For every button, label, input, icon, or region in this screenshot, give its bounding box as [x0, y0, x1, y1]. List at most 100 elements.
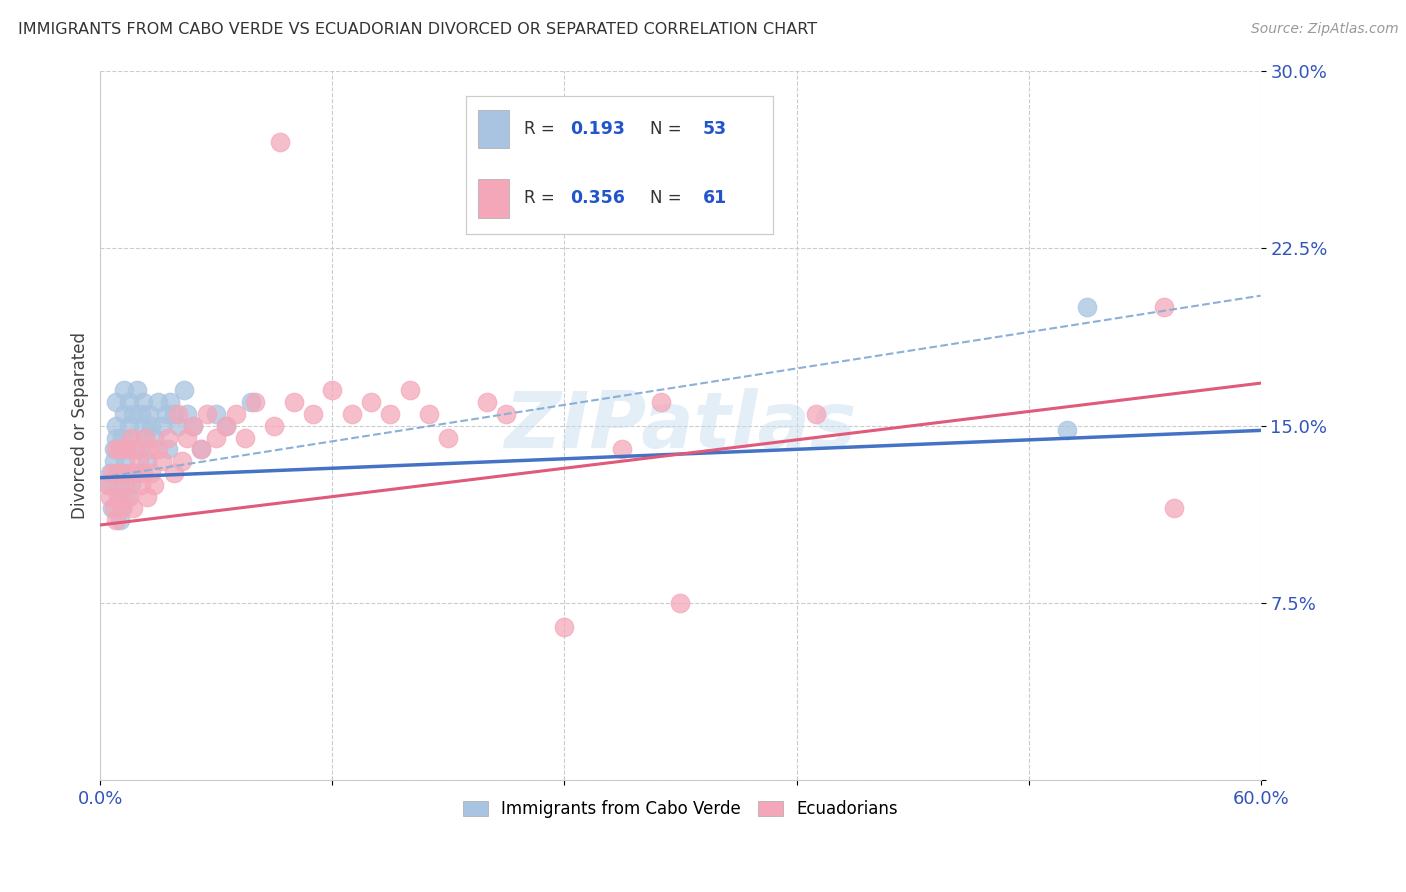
Point — [190, 442, 212, 457]
Text: ZIPatlas: ZIPatlas — [505, 388, 856, 464]
Point — [129, 407, 152, 421]
Point — [117, 490, 139, 504]
Point — [157, 430, 180, 444]
Point — [103, 501, 125, 516]
Point — [108, 477, 131, 491]
Text: IMMIGRANTS FROM CABO VERDE VS ECUADORIAN DIVORCED OR SEPARATED CORRELATION CHART: IMMIGRANTS FROM CABO VERDE VS ECUADORIAN… — [18, 22, 817, 37]
Point — [166, 418, 188, 433]
Point — [1153, 301, 1175, 315]
Point — [138, 442, 160, 457]
Point — [669, 596, 692, 610]
Point — [181, 418, 204, 433]
Y-axis label: Divorced or Separated: Divorced or Separated — [72, 332, 89, 519]
Point — [112, 383, 135, 397]
Point — [112, 466, 135, 480]
Text: Source: ZipAtlas.com: Source: ZipAtlas.com — [1251, 22, 1399, 37]
Point — [269, 135, 291, 149]
Point — [120, 466, 142, 480]
Point — [132, 418, 155, 433]
Point — [108, 513, 131, 527]
Point — [118, 490, 141, 504]
Point — [148, 442, 170, 457]
Point — [235, 430, 257, 444]
Point — [215, 418, 238, 433]
Point — [215, 418, 238, 433]
Point — [104, 395, 127, 409]
Point — [155, 407, 177, 421]
Point — [340, 407, 363, 421]
Point — [127, 383, 149, 397]
Point — [283, 395, 305, 409]
Point — [360, 395, 382, 409]
Point — [129, 477, 152, 491]
Point — [143, 477, 166, 491]
Point — [139, 418, 162, 433]
Point — [132, 466, 155, 480]
Point — [135, 490, 157, 504]
Point — [398, 383, 420, 397]
Point — [120, 430, 142, 444]
Point — [139, 466, 162, 480]
Point — [108, 490, 131, 504]
Point — [173, 383, 195, 397]
Point — [118, 418, 141, 433]
Point — [157, 442, 180, 457]
Point — [128, 454, 150, 468]
Point — [176, 407, 198, 421]
Point — [1056, 424, 1078, 438]
Point — [101, 466, 124, 480]
Point — [263, 418, 285, 433]
Point — [475, 395, 498, 409]
Point — [104, 513, 127, 527]
Point — [97, 477, 120, 491]
Point — [302, 407, 325, 421]
Point — [650, 395, 672, 409]
Point — [111, 501, 134, 516]
Point — [108, 442, 131, 457]
Point — [117, 442, 139, 457]
Point — [134, 430, 156, 444]
Point — [120, 430, 142, 444]
Point — [166, 407, 188, 421]
Point — [1076, 301, 1098, 315]
Point — [114, 454, 136, 468]
Point — [108, 442, 131, 457]
Point — [150, 418, 173, 433]
Point — [120, 477, 142, 491]
Point — [804, 407, 827, 421]
Point — [195, 407, 218, 421]
Point — [114, 477, 136, 491]
Point — [225, 407, 247, 421]
Point — [170, 454, 193, 468]
Point — [135, 454, 157, 468]
Point — [107, 466, 129, 480]
Point — [104, 418, 127, 433]
Point — [150, 454, 173, 468]
Point — [163, 407, 186, 421]
Point — [190, 442, 212, 457]
Point — [181, 418, 204, 433]
Point — [98, 466, 121, 480]
Point — [111, 501, 134, 516]
Point — [97, 477, 120, 491]
Point — [134, 430, 156, 444]
Point — [132, 395, 155, 409]
Point — [103, 442, 125, 457]
Point — [124, 466, 146, 480]
Point — [159, 395, 181, 409]
Point — [243, 395, 266, 409]
Point — [122, 407, 145, 421]
Point — [240, 395, 263, 409]
Point — [101, 501, 124, 516]
Point — [138, 407, 160, 421]
Point — [112, 407, 135, 421]
Point — [104, 430, 127, 444]
Legend: Immigrants from Cabo Verde, Ecuadorians: Immigrants from Cabo Verde, Ecuadorians — [457, 794, 904, 825]
Point — [107, 466, 129, 480]
Point — [98, 490, 121, 504]
Point — [118, 395, 141, 409]
Point — [321, 383, 343, 397]
Point — [111, 430, 134, 444]
Point — [107, 490, 129, 504]
Point — [495, 407, 517, 421]
